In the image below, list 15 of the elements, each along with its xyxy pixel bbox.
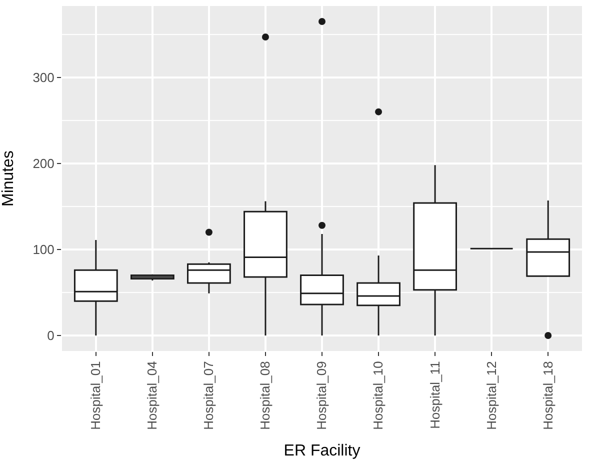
x-tick-label: Hospital_08 (258, 361, 273, 430)
x-tick-label: Hospital_07 (201, 361, 216, 430)
x-tick-label: Hospital_09 (314, 361, 330, 430)
y-axis-title: Minutes (0, 150, 17, 207)
x-axis-title: ER Facility (284, 442, 360, 460)
x-tick-label: Hospital_10 (370, 361, 386, 430)
x-tick-label: Hospital_11 (427, 361, 442, 429)
x-tick-label: Hospital_04 (144, 361, 160, 430)
y-tick-label: 0 (47, 328, 54, 344)
x-tick-label: Hospital_01 (88, 361, 104, 430)
y-tick-label: 300 (32, 70, 54, 85)
x-tick-label: Hospital_18 (540, 361, 556, 430)
y-tick-label: 200 (32, 156, 54, 171)
y-tick-label: 100 (32, 242, 54, 258)
x-tick-label: Hospital_12 (484, 361, 499, 430)
